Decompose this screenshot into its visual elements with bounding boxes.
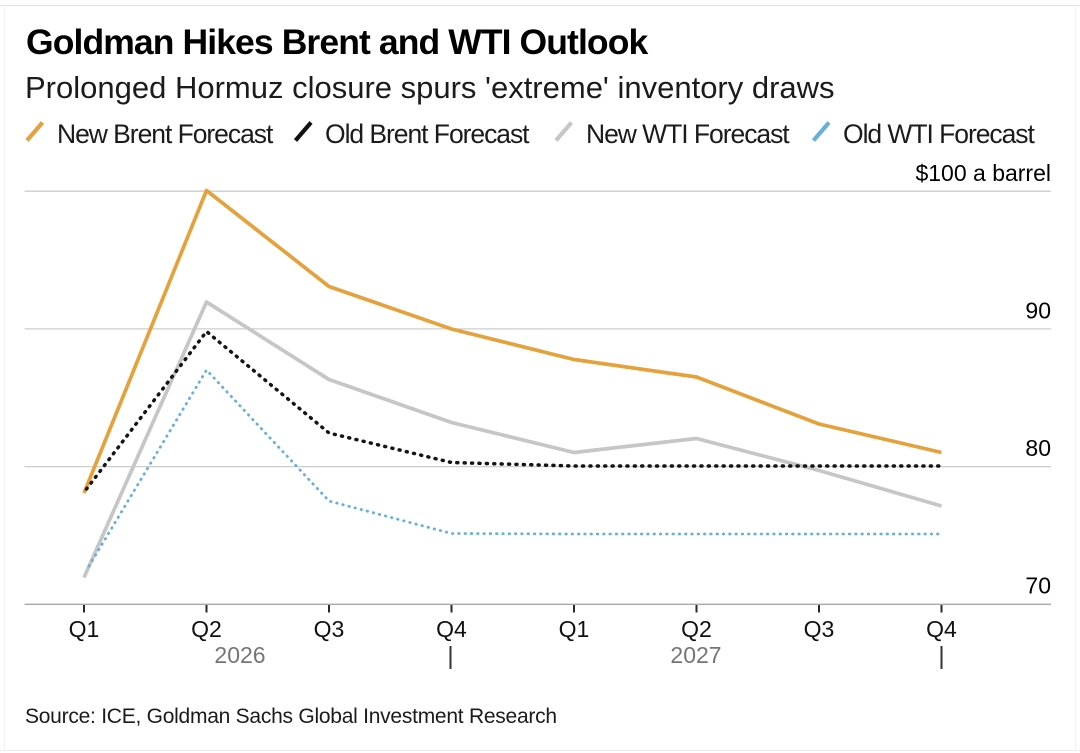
svg-text:Q4: Q4 bbox=[926, 616, 957, 642]
svg-text:Q4: Q4 bbox=[436, 616, 467, 642]
svg-text:Q1: Q1 bbox=[69, 616, 100, 642]
svg-text:70: 70 bbox=[1025, 573, 1051, 599]
svg-text:2027: 2027 bbox=[670, 642, 721, 668]
svg-text:Q1: Q1 bbox=[559, 616, 590, 642]
svg-text:Old Brent Forecast: Old Brent Forecast bbox=[325, 119, 530, 149]
svg-text:Q3: Q3 bbox=[804, 616, 835, 642]
svg-text:New WTI Forecast: New WTI Forecast bbox=[586, 119, 790, 149]
svg-text:Q3: Q3 bbox=[314, 616, 345, 642]
svg-text:90: 90 bbox=[1025, 298, 1051, 324]
svg-text:Source: ICE, Goldman Sachs Glo: Source: ICE, Goldman Sachs Global Invest… bbox=[25, 705, 557, 728]
svg-text:Old WTI Forecast: Old WTI Forecast bbox=[843, 119, 1036, 149]
svg-text:Q2: Q2 bbox=[191, 616, 222, 642]
svg-text:$100 a barrel: $100 a barrel bbox=[915, 160, 1051, 186]
svg-text:Prolonged Hormuz closure spurs: Prolonged Hormuz closure spurs 'extreme'… bbox=[25, 70, 835, 105]
svg-text:Goldman Hikes Brent and WTI Ou: Goldman Hikes Brent and WTI Outlook bbox=[26, 22, 649, 62]
svg-text:2026: 2026 bbox=[214, 642, 265, 668]
svg-text:80: 80 bbox=[1025, 435, 1051, 461]
svg-text:New Brent Forecast: New Brent Forecast bbox=[57, 119, 274, 149]
svg-text:Q2: Q2 bbox=[681, 616, 712, 642]
